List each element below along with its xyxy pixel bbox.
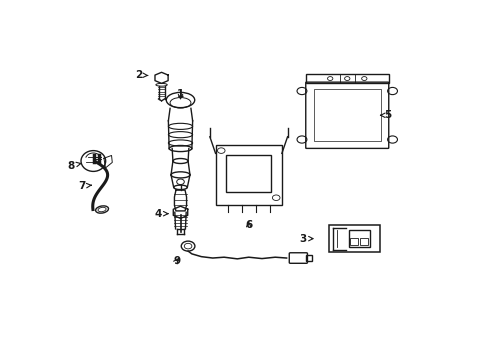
Bar <box>350 238 357 245</box>
Bar <box>305 255 311 261</box>
Bar <box>360 238 367 245</box>
Text: 1: 1 <box>177 90 184 99</box>
Bar <box>348 230 369 247</box>
Bar <box>328 225 380 252</box>
Bar <box>225 156 271 192</box>
Bar <box>305 75 388 83</box>
Text: 4: 4 <box>154 209 167 219</box>
Text: 7: 7 <box>78 181 91 191</box>
Text: 8: 8 <box>67 161 81 171</box>
Text: 9: 9 <box>173 256 180 266</box>
Text: 5: 5 <box>380 110 390 120</box>
Text: 2: 2 <box>135 70 148 80</box>
Bar <box>215 145 281 205</box>
Text: 6: 6 <box>244 220 252 230</box>
Bar <box>313 89 380 141</box>
Text: 3: 3 <box>298 234 312 244</box>
